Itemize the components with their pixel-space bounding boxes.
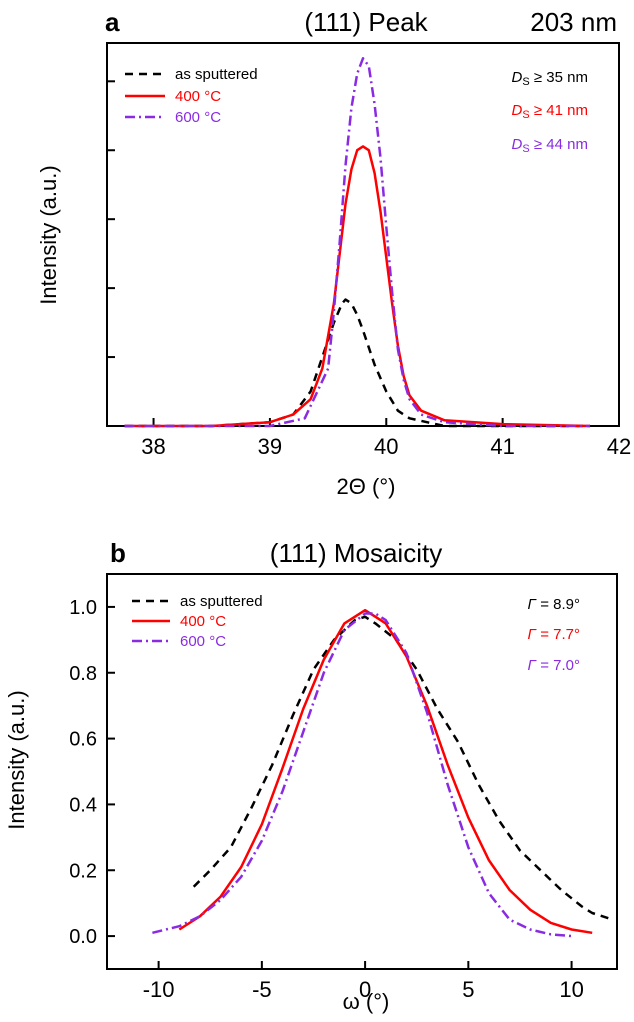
- y-tick-label-b-3: 0.6: [69, 729, 97, 751]
- panel-b-title: (111) Mosaicity: [270, 538, 442, 568]
- panel-a-ticks: 38 39 40 41 42: [107, 80, 631, 459]
- panel-a-legend: as sputtered 400 °C 600 °C: [125, 66, 258, 126]
- legend-a-400: 400 °C: [175, 88, 221, 105]
- y-tick-label-b-5: 1.0: [69, 597, 97, 619]
- legend-a-600: 600 °C: [175, 109, 221, 126]
- series-a-2: [124, 57, 590, 428]
- panel-a-subtitle: 203 nm: [530, 7, 617, 37]
- annotation-a-ds-44: DS ≥ 44 nm: [512, 136, 588, 155]
- series-b-2: [152, 612, 572, 938]
- x-tick-label-b-3: 5: [462, 977, 474, 1002]
- x-tick-label-a-0: 38: [141, 434, 165, 459]
- panel-a-xlabel: 2Θ (°): [337, 474, 396, 499]
- legend-b-600: 600 °C: [180, 633, 226, 650]
- series-b-1: [178, 608, 593, 935]
- panel-b-plot-frame: [106, 573, 618, 970]
- panel-b-ylabel: Intensity (a.u.): [4, 690, 29, 829]
- panel-a-label: a: [105, 7, 120, 37]
- annotation-b-gamma-7-0: Γ = 7.0°: [527, 657, 580, 674]
- legend-a-as-sputtered: as sputtered: [175, 66, 258, 83]
- panel-a-ylabel: Intensity (a.u.): [36, 165, 61, 304]
- panel-b-xlabel: ω (°): [343, 989, 390, 1014]
- annotation-a-ds-35: DS ≥ 35 nm: [512, 69, 588, 88]
- x-tick-label-a-2: 40: [374, 434, 398, 459]
- y-tick-label-b-2: 0.4: [69, 794, 97, 816]
- x-tick-label-b-0: -10: [143, 977, 175, 1002]
- x-tick-label-a-3: 41: [490, 434, 514, 459]
- panel-b-series: [152, 608, 614, 938]
- x-tick-label-b-2: 0: [359, 977, 371, 1002]
- x-tick-label-a-4: 42: [607, 434, 631, 459]
- annotation-a-ds-41: DS ≥ 41 nm: [512, 102, 588, 121]
- panel-b-annotations: Γ = 8.9° Γ = 7.7° Γ = 7.0°: [527, 596, 580, 674]
- series-a-0: [124, 298, 590, 428]
- x-tick-label-b-1: -5: [252, 977, 272, 1002]
- series-a-1: [124, 145, 590, 428]
- panel-b: b (111) Mosaicity -10 -5 0 5 10 0.0 0.2 0.4 0.6 0…: [4, 538, 618, 1014]
- y-tick-label-b-0: 0.0: [69, 926, 97, 948]
- panel-b-ticks: -10 -5 0 5 10 0.0 0.2 0.4 0.6 0.8 1.0: [69, 597, 584, 1002]
- y-tick-label-b-4: 0.8: [69, 663, 97, 685]
- panel-a-title: (111) Peak: [304, 7, 428, 37]
- panel-a-plot-frame: [106, 42, 620, 427]
- x-tick-label-b-4: 10: [559, 977, 583, 1002]
- panel-a-series: [124, 57, 590, 428]
- legend-b-400: 400 °C: [180, 613, 226, 630]
- annotation-b-gamma-7-7: Γ = 7.7°: [527, 626, 580, 643]
- panel-a: a (111) Peak 203 nm 38 39 40 41 42 2Θ (°) In…: [36, 7, 631, 499]
- annotation-b-gamma-8-9: Γ = 8.9°: [527, 596, 580, 613]
- panel-a-annotations: DS ≥ 35 nm DS ≥ 41 nm DS ≥ 44 nm: [512, 69, 588, 155]
- panel-b-legend: as sputtered 400 °C 600 °C: [132, 593, 263, 650]
- legend-b-as-sputtered: as sputtered: [180, 593, 263, 610]
- y-tick-label-b-1: 0.2: [69, 860, 97, 882]
- x-tick-label-a-1: 39: [258, 434, 282, 459]
- panel-b-label: b: [110, 538, 126, 568]
